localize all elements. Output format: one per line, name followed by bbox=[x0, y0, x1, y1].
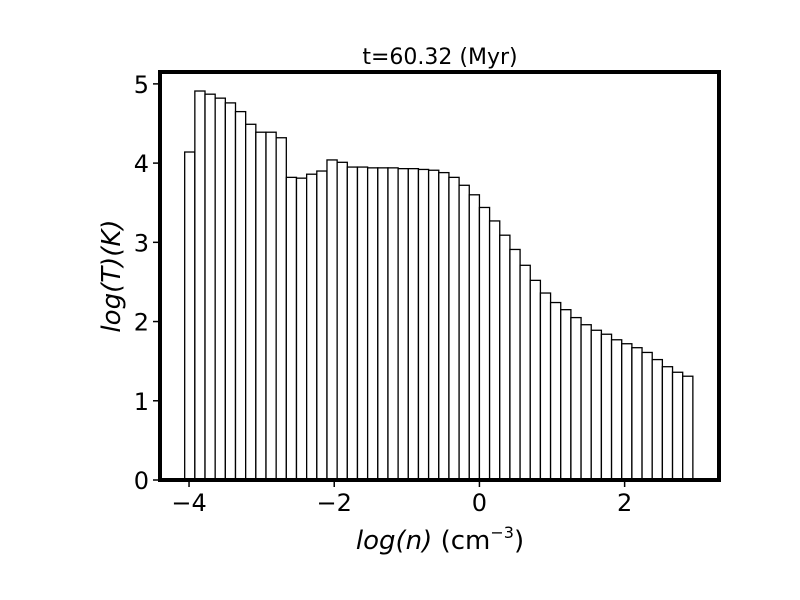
histogram-bar bbox=[245, 123, 257, 481]
histogram-bar bbox=[600, 333, 613, 481]
y-tick-label: 5 bbox=[134, 71, 149, 99]
histogram-bar bbox=[356, 166, 369, 481]
histogram-bar bbox=[458, 184, 470, 481]
histogram-bar bbox=[499, 234, 511, 481]
histogram-bar bbox=[621, 343, 633, 481]
histogram-bar bbox=[326, 159, 338, 481]
histogram-bar bbox=[529, 279, 542, 481]
y-axis-ticks: 0 1 2 3 4 5 bbox=[134, 71, 160, 495]
histogram-bar bbox=[590, 329, 603, 481]
chart-title: t=60.32 (Myr) bbox=[362, 45, 517, 70]
histogram-bar bbox=[346, 166, 359, 481]
histogram-bar bbox=[407, 168, 420, 481]
histogram-bar bbox=[275, 137, 287, 481]
plot-frame bbox=[158, 70, 721, 482]
x-tick-label: −4 bbox=[171, 489, 206, 517]
histogram-bar bbox=[448, 176, 460, 481]
x-tick-label: 2 bbox=[617, 489, 632, 517]
y-axis-label: log(T)(K) bbox=[97, 219, 127, 332]
histogram-bar bbox=[204, 93, 216, 481]
histogram-bar bbox=[560, 309, 572, 481]
histogram-bar bbox=[184, 151, 196, 481]
histogram-bar bbox=[682, 375, 694, 481]
x-axis-ticks: −4 −2 0 2 bbox=[171, 480, 632, 517]
histogram-bar bbox=[651, 358, 664, 481]
histogram-bar bbox=[224, 102, 237, 481]
histogram-bar bbox=[631, 347, 643, 481]
histogram-bar bbox=[478, 206, 491, 481]
histogram-bar bbox=[641, 351, 653, 481]
bars-group bbox=[184, 90, 694, 481]
histogram-bar bbox=[519, 264, 531, 481]
histogram-bar bbox=[661, 366, 674, 481]
histogram-bar bbox=[580, 324, 592, 481]
histogram-bar bbox=[194, 90, 206, 481]
histogram-bar bbox=[387, 167, 399, 481]
histogram-bar bbox=[509, 248, 521, 481]
histogram-bar bbox=[214, 97, 226, 481]
x-tick-label: −2 bbox=[317, 489, 352, 517]
histogram-bar bbox=[427, 169, 440, 481]
histogram-bar bbox=[234, 110, 247, 481]
histogram-bar bbox=[438, 171, 450, 481]
y-tick-label: 4 bbox=[134, 150, 149, 178]
histogram-bar bbox=[610, 339, 623, 481]
histogram-bar bbox=[255, 131, 267, 481]
x-tick-label: 0 bbox=[472, 489, 487, 517]
histogram-bar bbox=[265, 131, 277, 481]
histogram-bar bbox=[305, 173, 318, 481]
histogram-bar bbox=[417, 168, 430, 481]
histogram-bar bbox=[397, 168, 409, 481]
histogram-bar bbox=[468, 194, 481, 481]
histogram-bar bbox=[488, 220, 501, 481]
histogram-bar bbox=[285, 176, 298, 481]
histogram-bar bbox=[539, 292, 552, 481]
x-axis-label: log(n) (cm−3) bbox=[356, 523, 524, 556]
y-tick-label: 2 bbox=[134, 309, 149, 337]
histogram-bar bbox=[336, 161, 348, 481]
histogram-bar bbox=[671, 371, 684, 481]
histogram-bar bbox=[549, 301, 562, 481]
y-tick-label: 1 bbox=[134, 388, 149, 416]
histogram-bar bbox=[366, 167, 379, 481]
y-tick-label: 0 bbox=[134, 467, 149, 495]
histogram-bar bbox=[295, 177, 308, 481]
histogram-bar bbox=[377, 167, 389, 481]
histogram-bar bbox=[570, 316, 582, 481]
y-tick-label: 3 bbox=[134, 229, 149, 257]
histogram-bar bbox=[316, 170, 328, 481]
